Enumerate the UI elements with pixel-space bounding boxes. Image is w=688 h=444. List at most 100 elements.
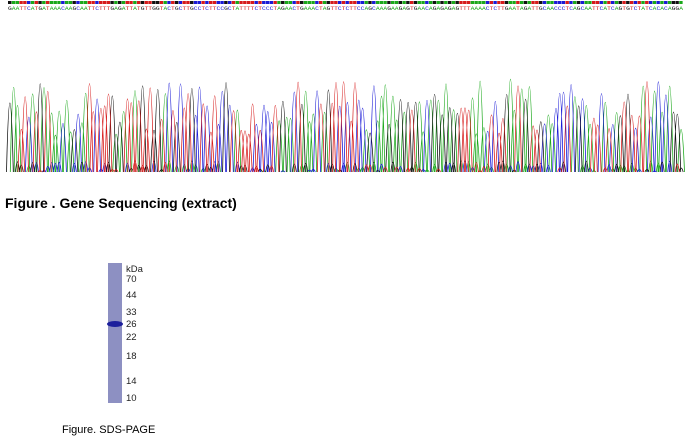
quality-bar (466, 1, 471, 4)
quality-bar (227, 1, 232, 4)
quality-bar (538, 1, 543, 4)
quality-bar (356, 1, 361, 4)
quality-bar (42, 1, 46, 4)
quality-bar (159, 1, 164, 4)
quality-bar (512, 1, 516, 4)
chromatogram (6, 78, 685, 173)
quality-bar (148, 1, 152, 4)
quality-bar (417, 1, 421, 4)
quality-bar (163, 1, 167, 4)
quality-bar (493, 1, 497, 4)
quality-bar (398, 1, 403, 4)
quality-bar (212, 1, 217, 4)
quality-bar (349, 1, 353, 4)
quality-bar (508, 1, 512, 4)
quality-bar (284, 1, 289, 4)
quality-bar (167, 1, 171, 4)
quality-bar (299, 1, 304, 4)
quality-bar (618, 1, 622, 4)
quality-bar (326, 1, 330, 4)
quality-bar (26, 1, 31, 4)
marker-label: 22 (126, 332, 137, 343)
quality-bar (599, 1, 603, 4)
quality-bar (205, 1, 209, 4)
quality-bar (368, 1, 372, 4)
quality-bar (182, 1, 186, 4)
quality-bar (432, 1, 437, 4)
quality-bar (186, 1, 190, 4)
quality-bar (254, 1, 258, 4)
quality-bar (660, 1, 664, 4)
quality-bar (500, 1, 505, 4)
quality-bar (129, 1, 133, 4)
quality-bar (554, 1, 558, 4)
quality-bar (193, 1, 198, 4)
quality-bar (360, 1, 365, 4)
quality-bar (573, 1, 577, 4)
quality-bar (269, 1, 274, 4)
quality-bar (459, 1, 463, 4)
quality-bar (447, 1, 452, 4)
quality-bar (178, 1, 183, 4)
quality-bar (11, 1, 16, 4)
quality-bar (463, 1, 467, 4)
quality-bar (49, 1, 54, 4)
quality-bar (15, 1, 19, 4)
marker-label: 33 (126, 307, 137, 318)
quality-bar (372, 1, 376, 4)
quality-bar (201, 1, 205, 4)
quality-bar (436, 1, 440, 4)
gel-lane (108, 263, 122, 403)
quality-bar (413, 1, 418, 4)
quality-bar (231, 1, 236, 4)
quality-bar (675, 1, 679, 4)
quality-bar (482, 1, 486, 4)
quality-bar (171, 1, 175, 4)
quality-bar (19, 1, 23, 4)
quality-bar (489, 1, 494, 4)
quality-bar (664, 1, 668, 4)
trace-line (17, 81, 680, 173)
quality-bar (565, 1, 569, 4)
marker-label: 14 (126, 376, 137, 387)
quality-bar (588, 1, 592, 4)
quality-bar (440, 1, 444, 4)
quality-bar (383, 1, 387, 4)
quality-bar (38, 1, 42, 4)
quality-bar (216, 1, 220, 4)
quality-bar (334, 1, 338, 4)
quality-bar (580, 1, 585, 4)
quality-bar (561, 1, 566, 4)
quality-bar (527, 1, 531, 4)
quality-bar (311, 1, 315, 4)
quality-bar (250, 1, 255, 4)
quality-bar (656, 1, 660, 4)
quality-bar (23, 1, 27, 4)
quality-bar (569, 1, 573, 4)
marker-label: 70 (126, 274, 137, 285)
quality-bar (303, 1, 308, 4)
quality-bar (224, 1, 228, 4)
quality-bar (679, 1, 683, 4)
quality-bar (610, 1, 615, 4)
quality-bar (133, 1, 137, 4)
quality-bar (57, 1, 61, 4)
quality-bar (152, 1, 156, 4)
quality-bar (315, 1, 319, 4)
quality-bar (535, 1, 539, 4)
quality-bar (220, 1, 224, 4)
marker-label: 44 (126, 290, 137, 301)
quality-bar (102, 1, 107, 4)
quality-bar (91, 1, 95, 4)
quality-bar (330, 1, 334, 4)
marker-label: 10 (126, 393, 137, 404)
quality-bar (80, 1, 84, 4)
quality-bar (197, 1, 202, 4)
quality-bar (364, 1, 368, 4)
quality-bar (626, 1, 630, 4)
quality-bar (516, 1, 520, 4)
quality-bar (30, 1, 35, 4)
marker-label: 26 (126, 319, 137, 330)
quality-bar (76, 1, 80, 4)
